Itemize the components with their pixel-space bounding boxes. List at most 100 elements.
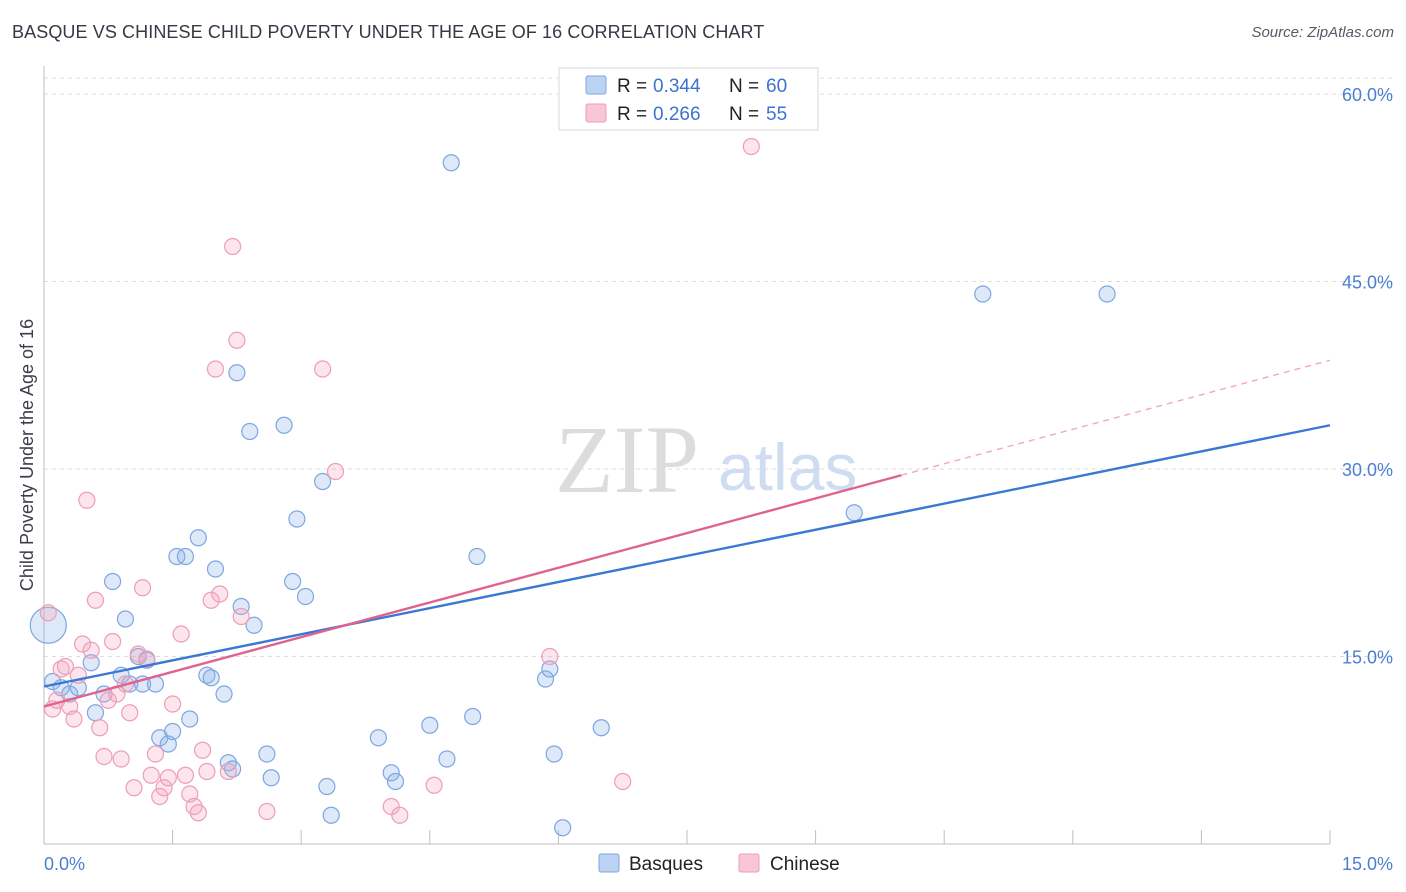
chinese-point <box>133 579 152 597</box>
chinese-point <box>382 797 400 816</box>
basques-point <box>296 587 315 606</box>
chinese-point <box>91 719 109 737</box>
x-tick-label-max: 15.0% <box>1342 854 1393 874</box>
legend-n-label-basques: N = <box>729 76 759 97</box>
legend-r-value-basques: 0.344 <box>653 76 701 97</box>
chinese-point <box>159 769 177 787</box>
basques-point <box>592 719 610 737</box>
chinese-point <box>176 766 195 784</box>
chart-title: BASQUE VS CHINESE CHILD POVERTY UNDER TH… <box>12 22 765 42</box>
bottom-legend-swatch-chinese <box>738 853 760 873</box>
basques-points <box>29 154 1116 837</box>
basques-point <box>464 707 482 726</box>
chinese-point <box>155 779 173 797</box>
chinese-point <box>73 635 92 653</box>
chinese-point <box>39 604 57 622</box>
watermark-zip: ZIP <box>555 406 699 513</box>
y-axis-label: Child Poverty Under the Age of 16 <box>17 319 37 591</box>
basques-point <box>541 660 559 678</box>
basques-point <box>116 610 135 628</box>
chinese-point <box>164 695 182 713</box>
basques-point <box>318 777 336 796</box>
basques-point <box>228 364 246 382</box>
basques-point <box>536 670 555 688</box>
chinese-point <box>391 806 409 824</box>
basques-point <box>845 504 863 522</box>
watermark: ZIP atlas <box>555 406 857 513</box>
basques-point <box>232 597 250 616</box>
basques-point <box>974 285 992 303</box>
chinese-trend-extension <box>901 359 1331 476</box>
y-tick-label: 30.0% <box>1342 460 1393 480</box>
basques-trend-line <box>43 424 1331 688</box>
x-tick-labels: 0.0% 15.0% <box>44 854 1393 874</box>
chinese-point <box>258 802 276 821</box>
y-tick-label: 15.0% <box>1342 648 1393 668</box>
basques-point <box>245 616 263 634</box>
chinese-point <box>82 641 100 659</box>
chinese-point <box>129 645 147 663</box>
basques-point <box>202 669 220 687</box>
y-tick-label: 45.0% <box>1342 273 1393 293</box>
legend-r-value-chinese: 0.266 <box>653 104 701 125</box>
chinese-point <box>211 585 229 603</box>
legend-swatch-chinese <box>585 103 607 123</box>
source-label: Source: ZipAtlas.com <box>1251 24 1394 41</box>
chinese-point <box>86 591 105 609</box>
chinese-point <box>138 650 156 668</box>
legend-swatch-basques <box>585 75 607 95</box>
chinese-point <box>125 779 143 797</box>
basques-point <box>545 745 563 763</box>
legend-n-value-basques: 60 <box>766 76 787 97</box>
chinese-point <box>232 607 250 626</box>
legend-n-value-chinese: 55 <box>766 104 787 125</box>
chinese-trend-line <box>43 474 902 708</box>
chinese-point <box>194 741 212 759</box>
chinese-point <box>78 491 96 509</box>
basques-point <box>1098 285 1116 303</box>
basques-point <box>176 547 195 566</box>
basques-point <box>189 529 207 547</box>
basques-point <box>258 745 276 763</box>
chinese-point <box>206 360 225 378</box>
basques-point <box>382 764 400 782</box>
bottom-legend-label-chinese: Chinese <box>770 854 840 875</box>
legend-r-label-basques: R = <box>617 76 647 97</box>
chinese-point <box>121 704 139 722</box>
legend-n-label-chinese: N = <box>729 104 759 125</box>
chinese-point <box>614 772 632 791</box>
basques-point <box>322 806 340 824</box>
gridlines <box>44 77 1393 657</box>
basques-point <box>386 772 405 791</box>
trend-lines <box>43 359 1331 708</box>
basques-point <box>438 750 456 768</box>
basques-point <box>181 710 199 728</box>
chinese-point <box>425 776 443 794</box>
chinese-point <box>65 710 83 728</box>
basques-point <box>103 572 122 591</box>
chinese-point <box>99 691 117 709</box>
chinese-point <box>95 747 113 766</box>
basques-point <box>468 547 486 566</box>
basques-point <box>86 704 105 722</box>
chinese-point <box>314 360 332 378</box>
chinese-point <box>541 647 559 666</box>
chinese-point <box>112 750 130 768</box>
basques-point <box>421 716 439 734</box>
chinese-point <box>146 745 165 763</box>
chinese-point <box>151 787 169 806</box>
chinese-point <box>189 804 207 822</box>
bottom-legend: Basques Chinese <box>598 853 840 875</box>
x-tick-label-min: 0.0% <box>44 854 85 874</box>
watermark-atlas: atlas <box>718 430 857 504</box>
basques-point <box>442 154 460 172</box>
chinese-point <box>198 762 216 781</box>
axes <box>43 66 1331 845</box>
y-tick-label: 60.0% <box>1342 85 1393 105</box>
bottom-legend-swatch-basques <box>598 853 620 873</box>
chinese-point <box>228 331 246 349</box>
chinese-point <box>103 632 122 651</box>
basques-point <box>29 606 67 644</box>
legend: R = 0.344 N = 60 R = 0.266 N = 55 <box>558 67 819 131</box>
